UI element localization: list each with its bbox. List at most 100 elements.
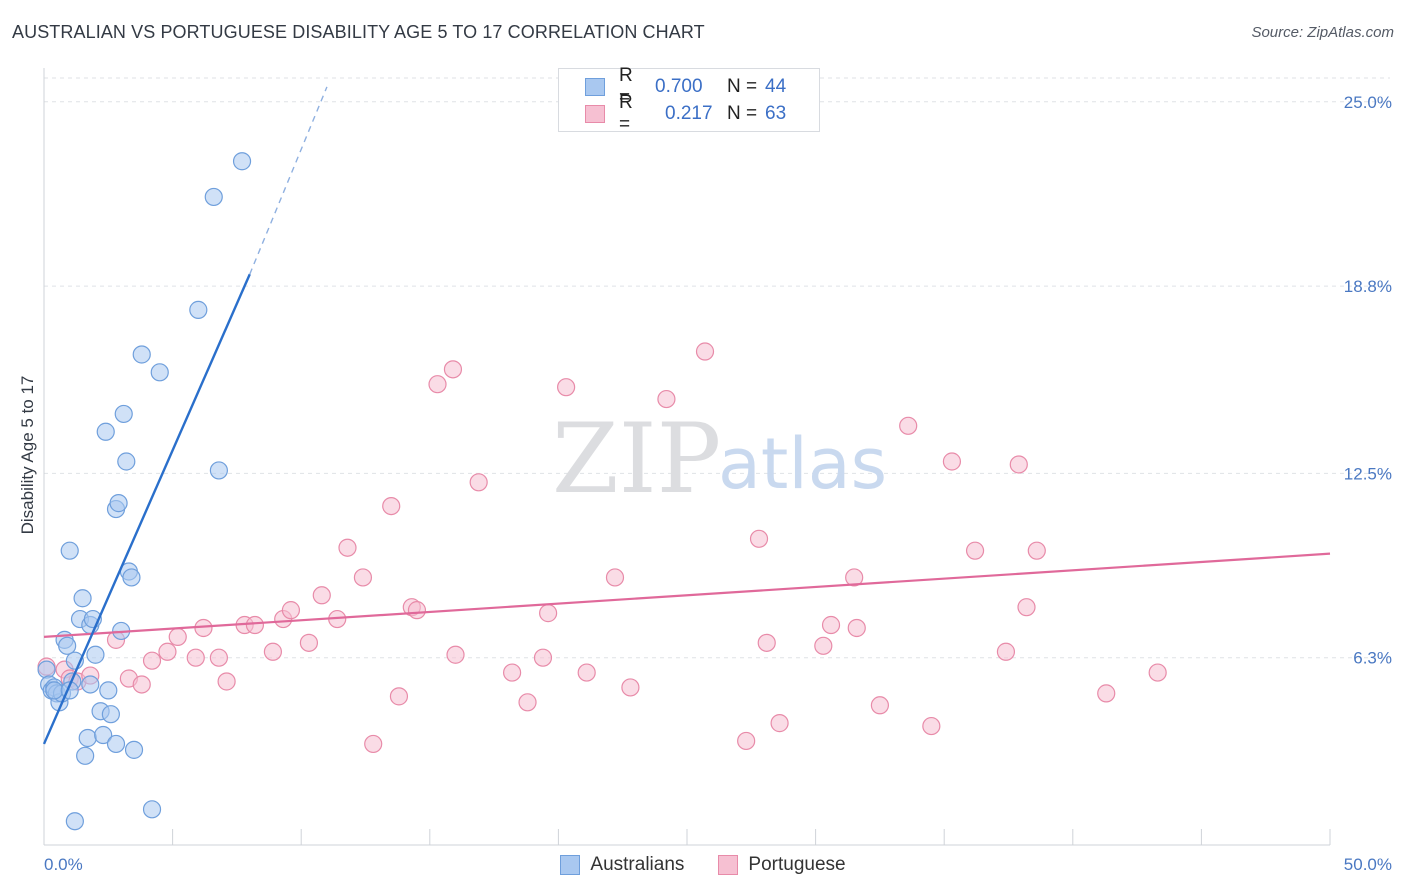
australians-point bbox=[81, 675, 100, 694]
australians-legend-swatch bbox=[560, 855, 581, 875]
australians-point bbox=[45, 681, 64, 700]
trend-lines bbox=[42, 86, 1331, 745]
portuguese-point bbox=[657, 389, 676, 409]
portuguese-point bbox=[942, 452, 962, 471]
tick-labels: 6.3% 12.5% 18.8% 25.0% 0.0% 50.0% bbox=[44, 93, 1392, 874]
portuguese-point bbox=[382, 496, 401, 516]
portuguese-point bbox=[847, 618, 866, 638]
portuguese-point bbox=[814, 636, 833, 655]
x-tick-label: 50.0% bbox=[1344, 855, 1392, 874]
australians-point bbox=[114, 404, 133, 424]
portuguese-point bbox=[299, 633, 319, 652]
portuguese-trend-line bbox=[43, 552, 1331, 638]
australians-point bbox=[101, 705, 120, 724]
portuguese-point bbox=[245, 615, 265, 635]
portuguese-point bbox=[621, 678, 640, 697]
portuguese-point bbox=[1148, 663, 1167, 682]
australians-point bbox=[189, 300, 208, 319]
axes bbox=[43, 68, 1331, 846]
australians-points bbox=[37, 152, 252, 831]
portuguese-point bbox=[353, 568, 373, 587]
australians-point bbox=[96, 422, 115, 441]
y-tick-label: 6.3% bbox=[1353, 649, 1392, 668]
r-value: 0.700 bbox=[655, 76, 703, 97]
portuguese-point bbox=[770, 714, 789, 733]
watermark-atlas: atlas bbox=[718, 423, 887, 505]
australians-point bbox=[109, 494, 128, 513]
portuguese-point bbox=[158, 642, 177, 661]
portuguese-point bbox=[1017, 598, 1036, 617]
y-tick-label: 12.5% bbox=[1344, 464, 1392, 483]
portuguese-point bbox=[312, 586, 331, 605]
portuguese-legend-label: Portuguese bbox=[748, 854, 846, 875]
portuguese-point bbox=[443, 360, 463, 379]
portuguese-point bbox=[446, 645, 465, 664]
australians-point bbox=[94, 725, 113, 745]
portuguese-point bbox=[1027, 541, 1046, 560]
australians-point bbox=[73, 589, 92, 608]
portuguese-point bbox=[557, 378, 576, 397]
portuguese-point bbox=[469, 473, 488, 492]
n-value: 44 bbox=[765, 76, 787, 97]
australians-point bbox=[122, 568, 141, 587]
portuguese-point bbox=[263, 642, 283, 661]
portuguese-point bbox=[1097, 684, 1116, 703]
portuguese-point bbox=[364, 734, 383, 754]
portuguese-point bbox=[605, 568, 625, 587]
australians-point bbox=[204, 187, 223, 207]
x-tick-label: 0.0% bbox=[44, 855, 83, 874]
portuguese-point bbox=[870, 696, 890, 715]
portuguese-point bbox=[821, 615, 841, 635]
australians-point bbox=[65, 812, 84, 831]
australians-point bbox=[78, 728, 97, 748]
portuguese-point bbox=[338, 538, 357, 557]
australians-point bbox=[209, 461, 228, 480]
australians-point bbox=[124, 740, 144, 759]
portuguese-point bbox=[922, 716, 941, 736]
watermark-zip: ZIP bbox=[552, 403, 721, 515]
series-legend: Australians Portuguese bbox=[0, 852, 1406, 878]
australians-point bbox=[132, 345, 151, 364]
watermark: ZIP atlas bbox=[552, 403, 887, 515]
australians-point bbox=[86, 645, 105, 664]
australians-point bbox=[60, 541, 79, 560]
australians-point bbox=[37, 660, 56, 679]
australians-point bbox=[142, 800, 162, 819]
correlation-legend: R = 0.700 N = 44 R = 0.217 N = 63 bbox=[558, 65, 820, 135]
australians-point bbox=[58, 636, 77, 655]
portuguese-point bbox=[695, 342, 715, 361]
portuguese-point bbox=[749, 529, 769, 548]
portuguese-point bbox=[996, 642, 1016, 661]
portuguese-point bbox=[533, 648, 553, 667]
r-label: R = bbox=[619, 92, 633, 135]
portuguese-point bbox=[899, 416, 918, 435]
legend-item-portuguese: Portuguese bbox=[718, 854, 846, 876]
portuguese-legend-swatch bbox=[718, 855, 739, 875]
australians-point bbox=[117, 452, 136, 471]
legend-row-australians: R = 0.700 N = 44 bbox=[585, 65, 787, 108]
source-credit: Source: ZipAtlas.com bbox=[1251, 24, 1394, 41]
portuguese-point bbox=[539, 604, 558, 623]
portuguese-point bbox=[518, 693, 537, 712]
australians-trend-line bbox=[42, 273, 251, 745]
portuguese-point bbox=[209, 648, 228, 667]
portuguese-point bbox=[186, 648, 205, 667]
portuguese-point bbox=[389, 687, 409, 706]
australians-point bbox=[150, 363, 169, 382]
australians-point bbox=[106, 734, 126, 754]
australians-point bbox=[232, 152, 252, 171]
legend-row-portuguese: R = 0.217 N = 63 bbox=[585, 92, 786, 135]
portuguese-point bbox=[737, 731, 756, 751]
r-label: R = bbox=[619, 65, 633, 108]
portuguese-point bbox=[217, 672, 236, 691]
portuguese-point bbox=[407, 601, 427, 620]
portuguese-point bbox=[1009, 455, 1028, 474]
portuguese-point bbox=[132, 675, 151, 694]
r-value: 0.217 bbox=[665, 103, 713, 124]
portuguese-swatch bbox=[585, 105, 605, 123]
portuguese-point bbox=[577, 663, 596, 682]
portuguese-point bbox=[428, 375, 447, 394]
australians-swatch bbox=[585, 78, 605, 96]
australians-trend-extension bbox=[249, 86, 328, 275]
